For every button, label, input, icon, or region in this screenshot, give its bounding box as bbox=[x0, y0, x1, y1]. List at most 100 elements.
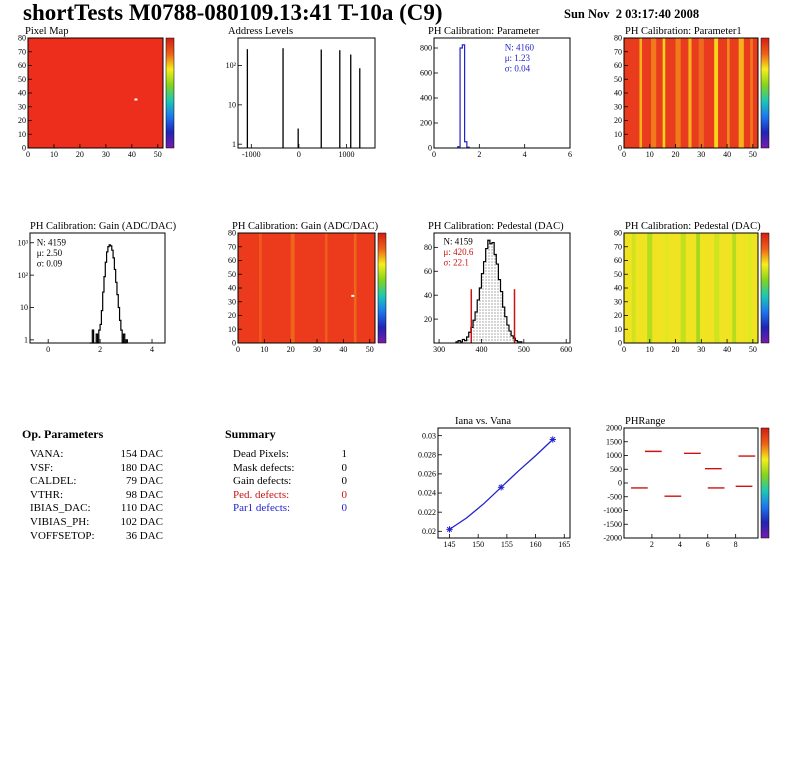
svg-text:50: 50 bbox=[749, 345, 757, 354]
address-levels-title: Address Levels bbox=[228, 26, 294, 37]
pedestal-hist-title: PH Calibration: Pedestal (DAC) bbox=[428, 221, 564, 232]
svg-text:60: 60 bbox=[614, 61, 622, 70]
svg-text:20: 20 bbox=[672, 345, 680, 354]
param-name: IBIAS_DAC: bbox=[30, 502, 91, 515]
svg-text:10²: 10² bbox=[226, 61, 237, 70]
svg-text:10: 10 bbox=[646, 345, 654, 354]
svg-text:10: 10 bbox=[50, 150, 58, 159]
op-parameter-row: VTHR: 98 DAC bbox=[30, 489, 163, 503]
svg-text:30: 30 bbox=[313, 345, 321, 354]
svg-text:2: 2 bbox=[98, 345, 102, 354]
svg-text:600: 600 bbox=[560, 345, 572, 354]
svg-text:0: 0 bbox=[618, 144, 622, 153]
svg-text:20: 20 bbox=[76, 150, 84, 159]
svg-text:150: 150 bbox=[472, 540, 484, 549]
svg-text:0: 0 bbox=[432, 150, 436, 159]
svg-text:N: 4159: N: 4159 bbox=[37, 238, 67, 248]
svg-text:80: 80 bbox=[614, 229, 622, 238]
gain-hist-title: PH Calibration: Gain (ADC/DAC) bbox=[30, 221, 177, 232]
svg-text:800: 800 bbox=[420, 44, 432, 53]
svg-text:50: 50 bbox=[614, 75, 622, 84]
svg-text:400: 400 bbox=[475, 345, 487, 354]
svg-text:20: 20 bbox=[424, 315, 432, 324]
svg-text:8: 8 bbox=[734, 540, 738, 549]
op-parameter-row: VSF: 180 DAC bbox=[30, 462, 163, 476]
svg-text:80: 80 bbox=[228, 229, 236, 238]
summary-value: 1 bbox=[341, 448, 348, 460]
svg-text:60: 60 bbox=[228, 256, 236, 265]
svg-text:40: 40 bbox=[723, 150, 731, 159]
svg-text:0: 0 bbox=[622, 150, 626, 159]
svg-text:0.022: 0.022 bbox=[418, 508, 436, 517]
summary-value: 0 bbox=[341, 488, 348, 501]
param-name: VOFFSETOP: bbox=[30, 529, 95, 542]
summary-row: Dead Pixels: 1 bbox=[233, 448, 347, 462]
svg-text:40: 40 bbox=[424, 291, 432, 300]
op-parameter-row: CALDEL: 79 DAC bbox=[30, 475, 163, 489]
svg-text:165: 165 bbox=[558, 540, 570, 549]
svg-text:60: 60 bbox=[424, 267, 432, 276]
svg-text:6: 6 bbox=[568, 150, 572, 159]
svg-text:N: 4160: N: 4160 bbox=[505, 43, 535, 53]
panel-pixel-map: Pixel Map 0 10 20 30 40 50 0 10 20 30 40 50 60 70 80 bbox=[16, 24, 216, 164]
svg-text:40: 40 bbox=[128, 150, 136, 159]
svg-text:500: 500 bbox=[518, 345, 530, 354]
svg-text:40: 40 bbox=[18, 89, 26, 98]
svg-text:30: 30 bbox=[228, 297, 236, 306]
svg-text:30: 30 bbox=[614, 102, 622, 111]
svg-text:10³: 10³ bbox=[18, 238, 29, 247]
svg-text:1000: 1000 bbox=[338, 150, 354, 159]
summary-title: Summary bbox=[225, 427, 276, 441]
param-name: VSF: bbox=[30, 461, 54, 474]
svg-text:0.026: 0.026 bbox=[418, 470, 436, 479]
svg-text:0: 0 bbox=[618, 339, 622, 348]
param-value: 102 DAC bbox=[120, 515, 163, 528]
svg-text:μ: 1.23: μ: 1.23 bbox=[505, 53, 531, 63]
param-value: 180 DAC bbox=[120, 461, 163, 474]
svg-text:0.02: 0.02 bbox=[422, 527, 436, 536]
op-parameters-block: Op. Parameters VANA: 154 DAC VSF: 180 DAC … bbox=[20, 424, 195, 549]
svg-text:0: 0 bbox=[236, 345, 240, 354]
svg-text:1000: 1000 bbox=[606, 451, 622, 460]
svg-text:50: 50 bbox=[614, 270, 622, 279]
svg-text:70: 70 bbox=[18, 47, 26, 56]
svg-text:1500: 1500 bbox=[606, 437, 622, 446]
svg-text:-500: -500 bbox=[607, 492, 622, 501]
gain-map-chart: 0 10 20 30 40 50 0 10 20 30 40 50 60 70 80 bbox=[228, 229, 387, 354]
param-value: 154 DAC bbox=[120, 448, 163, 460]
op-parameter-row: VIBIAS_PH: 102 DAC bbox=[30, 516, 163, 530]
svg-text:50: 50 bbox=[154, 150, 162, 159]
svg-text:0: 0 bbox=[232, 339, 236, 348]
svg-text:20: 20 bbox=[228, 311, 236, 320]
svg-text:50: 50 bbox=[749, 150, 757, 159]
iana-vs-vana-chart: 145 150 155 160 165 0.02 0.022 0.024 0.026 0.028 0… bbox=[418, 427, 571, 549]
svg-text:80: 80 bbox=[18, 34, 26, 43]
summary-value: 0 bbox=[341, 502, 348, 515]
ph-parameter-title: PH Calibration: Parameter bbox=[428, 26, 540, 37]
svg-text:4: 4 bbox=[678, 540, 682, 549]
svg-text:40: 40 bbox=[614, 89, 622, 98]
panel-pedestal-hist: PH Calibration: Pedestal (DAC) 300 400 500… bbox=[404, 219, 580, 359]
svg-text:0.03: 0.03 bbox=[422, 431, 436, 440]
svg-text:10: 10 bbox=[228, 101, 236, 110]
summary-row: Ped. defects: 0 bbox=[233, 489, 347, 503]
svg-text:200: 200 bbox=[420, 119, 432, 128]
svg-text:70: 70 bbox=[614, 47, 622, 56]
svg-text:4: 4 bbox=[523, 150, 527, 159]
svg-text:50: 50 bbox=[228, 270, 236, 279]
svg-text:-2000: -2000 bbox=[603, 534, 622, 543]
summary-name: Ped. defects: bbox=[233, 488, 290, 501]
panel-gain-map: PH Calibration: Gain (ADC/DAC) 0 10 20 30 40… bbox=[222, 219, 392, 359]
pixel-map-title: Pixel Map bbox=[25, 26, 69, 37]
svg-text:30: 30 bbox=[614, 297, 622, 306]
svg-text:0: 0 bbox=[618, 479, 622, 488]
svg-text:400: 400 bbox=[420, 94, 432, 103]
param-name: VANA: bbox=[30, 448, 64, 460]
svg-text:0: 0 bbox=[622, 345, 626, 354]
svg-text:30: 30 bbox=[697, 345, 705, 354]
svg-text:160: 160 bbox=[530, 540, 542, 549]
svg-text:-1000: -1000 bbox=[603, 506, 622, 515]
